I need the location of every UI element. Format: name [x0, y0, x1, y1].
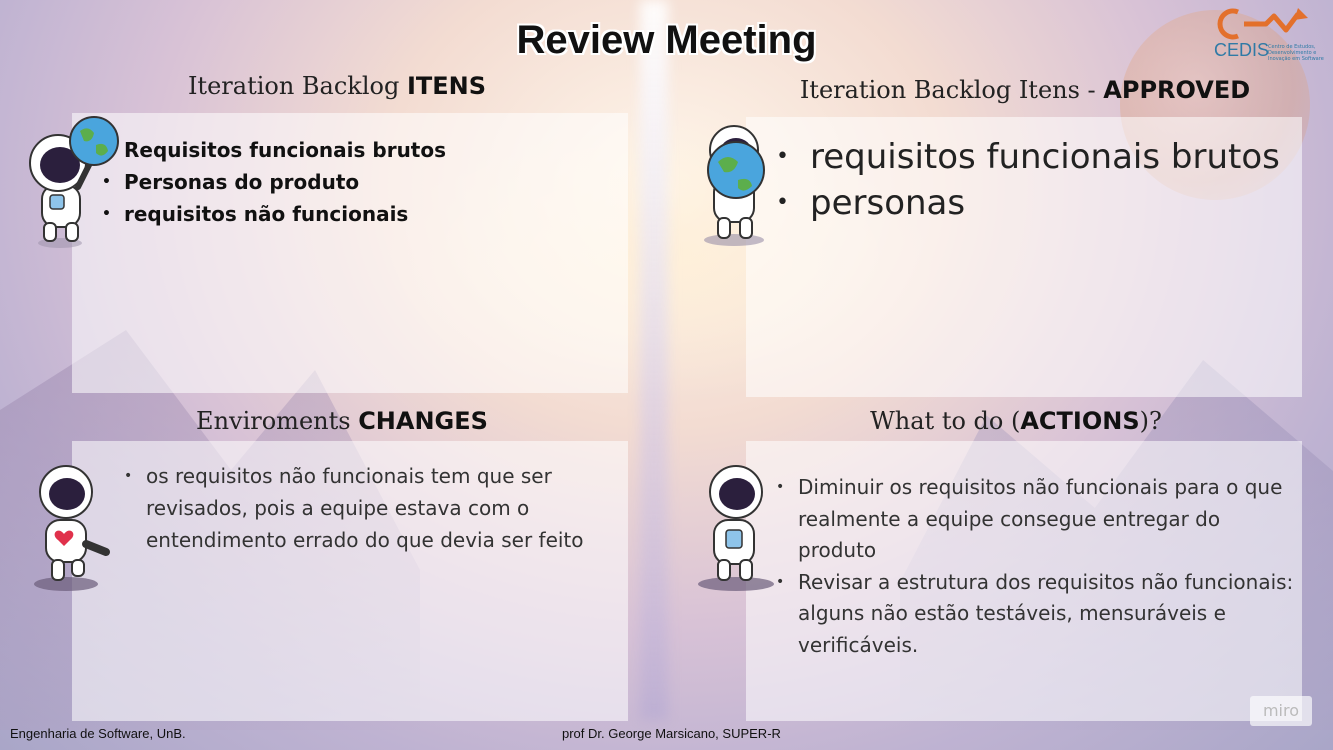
- list-item: requisitos não funcionais: [100, 198, 446, 230]
- changes-list: os requisitos não funcionais tem que ser…: [122, 460, 612, 556]
- cedis-logo: CEDIS Centro de Estudos, Desenvolvimento…: [1214, 6, 1326, 64]
- logo-subtitle: Centro de Estudos, Desenvolvimento e Ino…: [1268, 44, 1324, 62]
- actions-title-normal: What to do (: [870, 407, 1021, 435]
- backlog-title-bold: ITENS: [406, 72, 487, 100]
- list-item: Personas do produto: [100, 166, 446, 198]
- approved-title-normal: Iteration Backlog Itens -: [799, 76, 1104, 104]
- backlog-list: Requisitos funcionais brutos Personas do…: [100, 134, 446, 230]
- list-item: personas: [774, 180, 1280, 226]
- approved-title-bold: APPROVED: [1103, 76, 1251, 104]
- approved-list: requisitos funcionais brutos personas: [774, 134, 1280, 226]
- footer-center: prof Dr. George Marsicano, SUPER-R: [562, 726, 781, 741]
- changes-title-normal: Enviroments: [196, 407, 359, 435]
- list-item: Requisitos funcionais brutos: [100, 134, 446, 166]
- backlog-title-normal: Iteration Backlog: [187, 72, 407, 100]
- page-title: Review Meeting: [516, 18, 817, 62]
- actions-title: What to do (ACTIONS)?: [746, 407, 1286, 435]
- logo-name: CEDIS: [1214, 40, 1270, 60]
- actions-title-bold: ACTIONS: [1020, 407, 1140, 435]
- astronaut-globe-icon: [29, 116, 119, 248]
- astronaut-waving-icon: [698, 465, 774, 591]
- cedis-logo-icon: [1217, 8, 1308, 40]
- list-item: Revisar a estrutura dos requisitos não f…: [774, 567, 1294, 662]
- background-beam: [640, 0, 668, 720]
- list-item: requisitos funcionais brutos: [774, 134, 1280, 180]
- actions-title-suffix: )?: [1139, 407, 1162, 435]
- list-item: os requisitos não funcionais tem que ser…: [122, 460, 612, 556]
- astronaut-holding-globe-icon: [704, 125, 765, 246]
- astronaut-heart-icon: [34, 465, 110, 591]
- footer-left: Engenharia de Software, UnB.: [10, 726, 186, 741]
- changes-title: Enviroments CHANGES: [72, 407, 612, 435]
- backlog-title: Iteration Backlog ITENS: [72, 72, 602, 100]
- actions-list: Diminuir os requisitos não funcionais pa…: [774, 472, 1294, 661]
- list-item: Diminuir os requisitos não funcionais pa…: [774, 472, 1294, 567]
- approved-title: Iteration Backlog Itens - APPROVED: [760, 76, 1290, 104]
- miro-watermark[interactable]: miro: [1250, 696, 1312, 726]
- changes-title-bold: CHANGES: [358, 407, 488, 435]
